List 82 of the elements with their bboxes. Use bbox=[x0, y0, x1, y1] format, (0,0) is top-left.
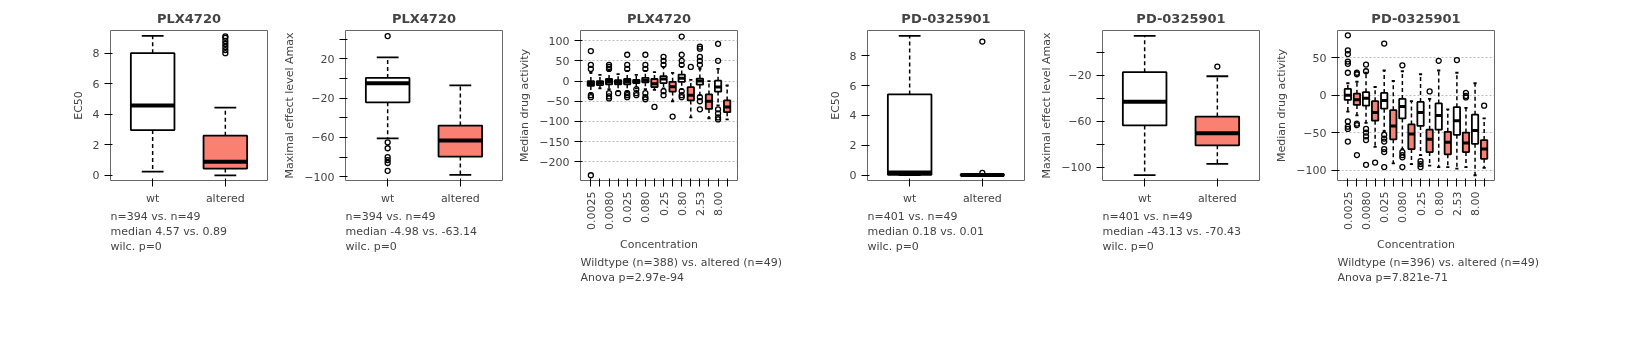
y-tick-label: 50 bbox=[555, 54, 570, 68]
y-tick-label: −150 bbox=[539, 135, 570, 149]
y-tick-label: 0 bbox=[1319, 89, 1327, 103]
text: n=401 vs. n=49 bbox=[867, 209, 958, 223]
text: n=394 vs. n=49 bbox=[345, 209, 436, 223]
x-tick-label: 0.025 bbox=[1378, 191, 1392, 223]
y-tick-label: 20 bbox=[320, 52, 335, 66]
y-tick-label: −100 bbox=[1061, 161, 1092, 175]
x-tick-label: altered bbox=[440, 191, 480, 205]
x-tick-label: altered bbox=[205, 191, 245, 205]
x-tick-label: 8.00 bbox=[1469, 191, 1483, 216]
y-tick-label: −100 bbox=[304, 170, 335, 184]
x-tick-label: wt bbox=[381, 191, 395, 205]
x-tick-label: wt bbox=[146, 191, 160, 205]
chart-title: PLX4720 bbox=[391, 10, 457, 26]
x-tick-label: 0.25 bbox=[657, 191, 671, 216]
y-tick-label: 100 bbox=[548, 34, 570, 48]
y-tick-label: −50 bbox=[1303, 126, 1327, 140]
text: Wildtype (n=396) vs. altered (n=49) bbox=[1337, 255, 1539, 269]
text: wilc. p=0 bbox=[867, 239, 919, 253]
y-tick-label: −200 bbox=[539, 155, 570, 169]
y-tick-label: −20 bbox=[311, 92, 335, 106]
x-tick-label: 0.080 bbox=[639, 191, 653, 223]
chart-title: PLX4720 bbox=[156, 10, 222, 26]
x-tick-label: 0.0025 bbox=[1341, 191, 1355, 230]
x-tick-label: 0.0080 bbox=[603, 191, 617, 230]
text: median -43.13 vs. -70.43 bbox=[1102, 224, 1241, 238]
y-tick-label: 0 bbox=[849, 169, 857, 183]
y-axis-title: Maximal effect level Amax bbox=[283, 32, 297, 179]
x-axis-title: Concentration bbox=[1377, 237, 1455, 251]
y-axis-title: EC50 bbox=[828, 91, 842, 120]
text: n=394 vs. n=49 bbox=[110, 209, 201, 223]
y-tick-label: −100 bbox=[1296, 164, 1327, 178]
y-tick-label: −60 bbox=[311, 131, 335, 145]
y-axis-title: Median drug activity bbox=[518, 48, 532, 162]
x-tick-label: wt bbox=[903, 191, 917, 205]
x-tick-label: 0.0080 bbox=[1360, 191, 1374, 230]
y-tick-label: 2 bbox=[849, 139, 857, 153]
x-tick-label: 0.025 bbox=[621, 191, 635, 223]
x-tick-label: altered bbox=[962, 191, 1002, 205]
y-tick-label: −50 bbox=[546, 95, 570, 109]
y-tick-label: 6 bbox=[849, 79, 857, 93]
chart-title: PD-0325901 bbox=[1371, 10, 1461, 26]
y-tick-label: 4 bbox=[92, 108, 100, 122]
y-tick-label: 0 bbox=[562, 75, 570, 89]
y-axis-title: Maximal effect level Amax bbox=[1040, 32, 1054, 179]
x-tick-label: 0.25 bbox=[1414, 191, 1428, 216]
x-tick-label: 8.00 bbox=[712, 191, 726, 216]
text: median 0.18 vs. 0.01 bbox=[867, 224, 984, 238]
chart-title: PD-0325901 bbox=[1136, 10, 1226, 26]
text: n=401 vs. n=49 bbox=[1102, 209, 1193, 223]
text: wilc. p=0 bbox=[1102, 239, 1154, 253]
y-tick-label: 50 bbox=[1312, 51, 1327, 65]
y-tick-label: 2 bbox=[92, 138, 100, 152]
chart-title: PD-0325901 bbox=[901, 10, 991, 26]
x-tick-label: 0.0025 bbox=[584, 191, 598, 230]
x-axis-title: Concentration bbox=[620, 237, 698, 251]
text: Anova p=7.821e-71 bbox=[1337, 270, 1448, 284]
x-tick-label: 0.80 bbox=[675, 191, 689, 216]
y-tick-label: 8 bbox=[92, 47, 100, 61]
text: wilc. p=0 bbox=[110, 239, 162, 253]
y-tick-label: −60 bbox=[1068, 115, 1092, 129]
y-axis-title: Median drug activity bbox=[1275, 48, 1289, 162]
x-tick-label: 0.80 bbox=[1432, 191, 1446, 216]
x-tick-label: altered bbox=[1197, 191, 1237, 205]
x-tick-label: 2.53 bbox=[693, 191, 707, 216]
text: wilc. p=0 bbox=[345, 239, 397, 253]
text: Wildtype (n=388) vs. altered (n=49) bbox=[580, 255, 782, 269]
chart-title: PLX4720 bbox=[626, 10, 692, 26]
x-tick-label: wt bbox=[1138, 191, 1152, 205]
y-tick-label: 6 bbox=[92, 77, 100, 91]
y-tick-label: 8 bbox=[849, 49, 857, 63]
x-tick-label: 2.53 bbox=[1450, 191, 1464, 216]
x-tick-label: 0.080 bbox=[1396, 191, 1410, 223]
text: Anova p=2.97e-94 bbox=[580, 270, 684, 284]
y-tick-label: 4 bbox=[849, 109, 857, 123]
y-tick-label: −100 bbox=[539, 115, 570, 129]
text: median 4.57 vs. 0.89 bbox=[110, 224, 227, 238]
y-tick-label: −20 bbox=[1068, 69, 1092, 83]
y-tick-label: 0 bbox=[92, 169, 100, 183]
y-axis-title: EC50 bbox=[71, 91, 85, 120]
text: median -4.98 vs. -63.14 bbox=[345, 224, 477, 238]
